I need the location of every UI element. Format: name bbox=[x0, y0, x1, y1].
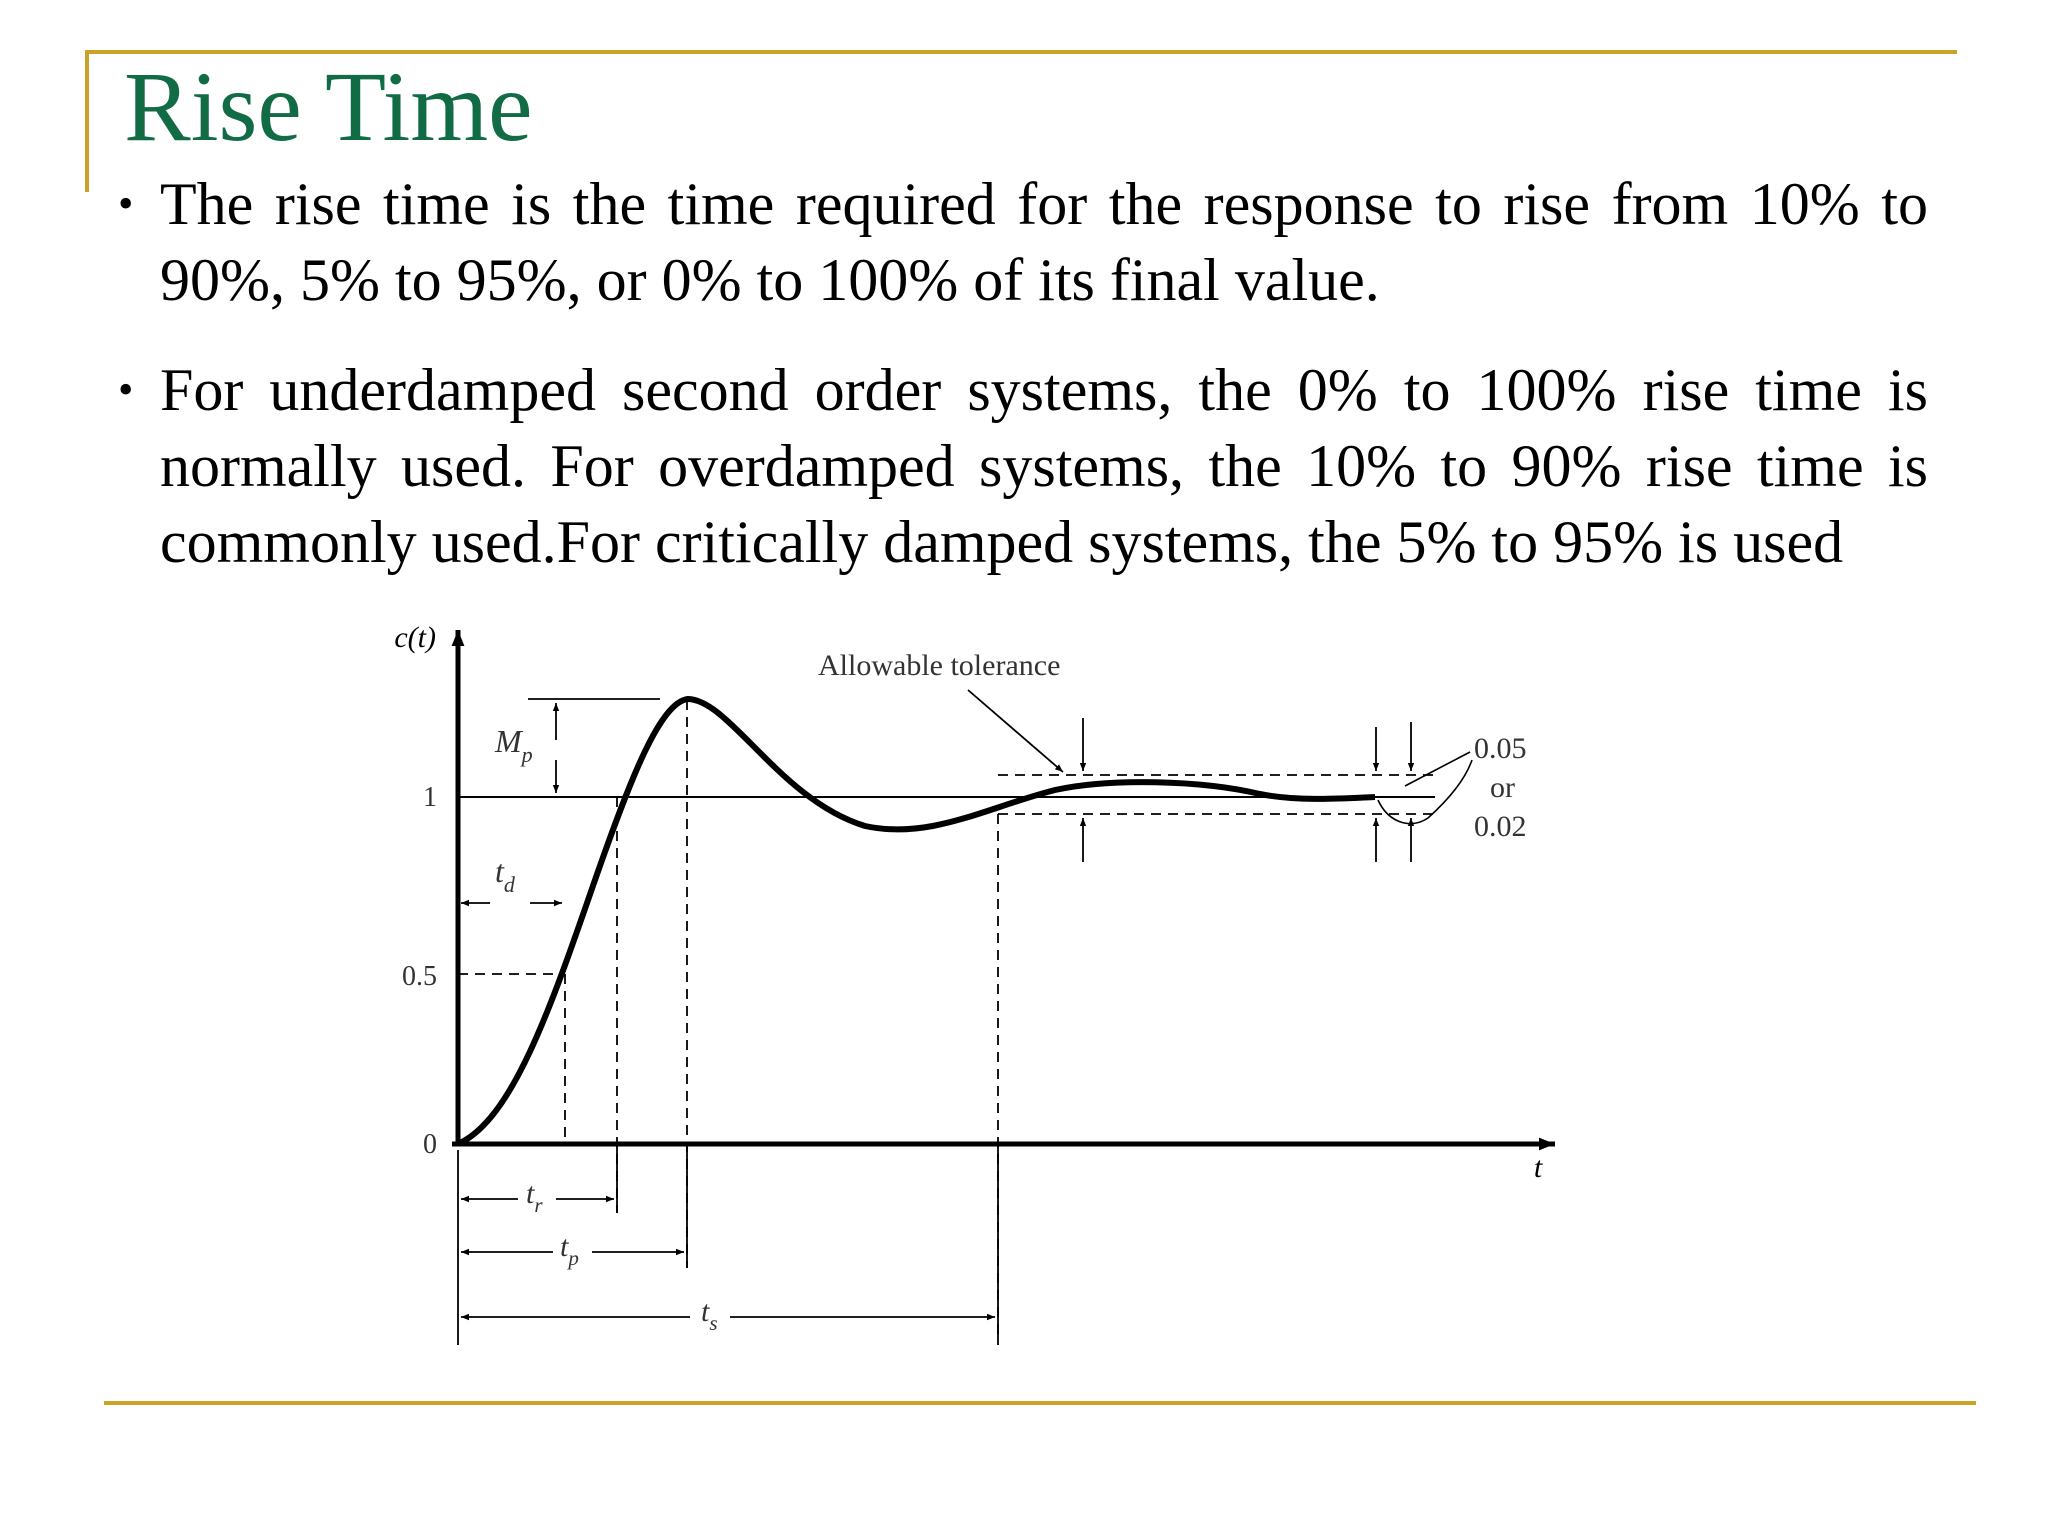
td-label: td bbox=[495, 853, 516, 897]
mp-label: Mp bbox=[494, 723, 533, 767]
slide-frame-left bbox=[85, 50, 89, 192]
tp-label: tp bbox=[560, 1230, 579, 1270]
tolerance-value: 0.02 bbox=[1474, 810, 1527, 843]
tolerance-leader bbox=[1404, 751, 1471, 787]
x-axis-label: t bbox=[1534, 1151, 1543, 1184]
ts-label: ts bbox=[701, 1295, 718, 1335]
bullet-text: For underdamped second order systems, th… bbox=[160, 357, 1928, 575]
tolerance-leader bbox=[1377, 759, 1473, 825]
bullet-dot: • bbox=[118, 365, 134, 414]
bullet-text: The rise time is the time required for t… bbox=[160, 171, 1928, 313]
guide-lines bbox=[458, 700, 1435, 1340]
tolerance-value: or bbox=[1490, 771, 1515, 804]
bullet-dot: • bbox=[118, 179, 134, 228]
tr-label: tr bbox=[526, 1177, 543, 1217]
response-curve bbox=[456, 695, 1376, 1147]
slide-frame-top bbox=[85, 50, 1957, 54]
bullet-item: • For underdamped second order systems, … bbox=[118, 352, 1928, 580]
bullet-item: • The rise time is the time required for… bbox=[118, 166, 1928, 318]
tolerance-annotation: Allowable tolerance bbox=[818, 649, 1060, 682]
slide-title: Rise Time bbox=[124, 51, 533, 162]
bullet-list: • The rise time is the time required for… bbox=[118, 166, 1928, 614]
y-axis-label: c(t) bbox=[394, 621, 436, 654]
y-tick-label: 1 bbox=[423, 782, 437, 813]
y-tick-label: 0.5 bbox=[402, 961, 437, 992]
tolerance-value: 0.05 bbox=[1474, 732, 1527, 765]
y-tick-label: 0 bbox=[423, 1129, 437, 1160]
step-response-diagram: c(t) t 0 0.5 1 Mp td tr tp ts Allowable bbox=[394, 621, 1555, 1345]
tolerance-pointer bbox=[967, 689, 1064, 773]
extension-lines bbox=[457, 698, 999, 1345]
slide-frame-bottom bbox=[104, 1401, 1976, 1405]
